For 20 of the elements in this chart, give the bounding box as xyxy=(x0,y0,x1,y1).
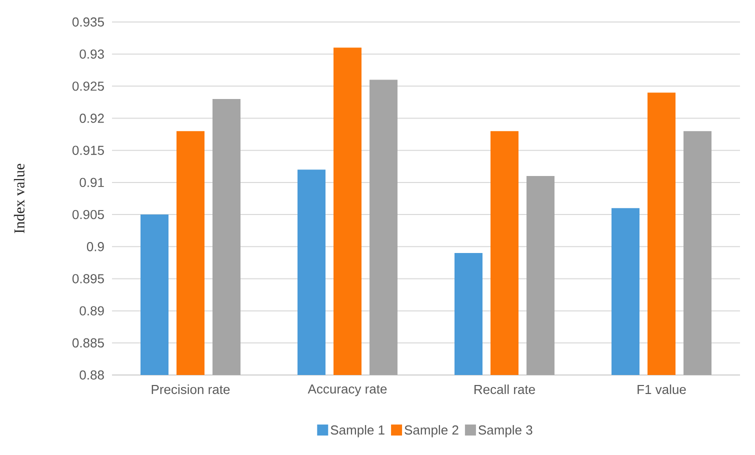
legend-label: Sample 3 xyxy=(478,425,532,438)
y-tick-label: 0.925 xyxy=(72,82,104,91)
y-axis-title: Index value xyxy=(14,164,24,234)
x-tick-label: Precision rate xyxy=(152,384,230,394)
y-tick-label: 0.9 xyxy=(86,242,104,252)
y-tick-label: 0.88 xyxy=(80,370,104,380)
y-tick-label: 0.905 xyxy=(72,210,104,220)
y-tick-label: 0.91 xyxy=(80,178,104,188)
y-tick-label: 0.89 xyxy=(80,306,104,316)
x-tick-label: F1 value xyxy=(638,384,686,394)
x-tick-label: Recall rate xyxy=(474,384,535,394)
y-tick-label: 0.885 xyxy=(72,338,104,348)
x-tick-label: Accuracy rate xyxy=(308,384,387,396)
legend-label: Sample 2 xyxy=(404,425,458,438)
legend-label: Sample 1 xyxy=(330,425,384,438)
y-tick-label: 0.93 xyxy=(80,49,104,59)
y-tick-label: 0.895 xyxy=(72,274,104,284)
y-tick-label: 0.915 xyxy=(72,146,104,155)
y-tick-label: 0.935 xyxy=(72,17,104,27)
y-tick-label: 0.92 xyxy=(80,114,104,123)
